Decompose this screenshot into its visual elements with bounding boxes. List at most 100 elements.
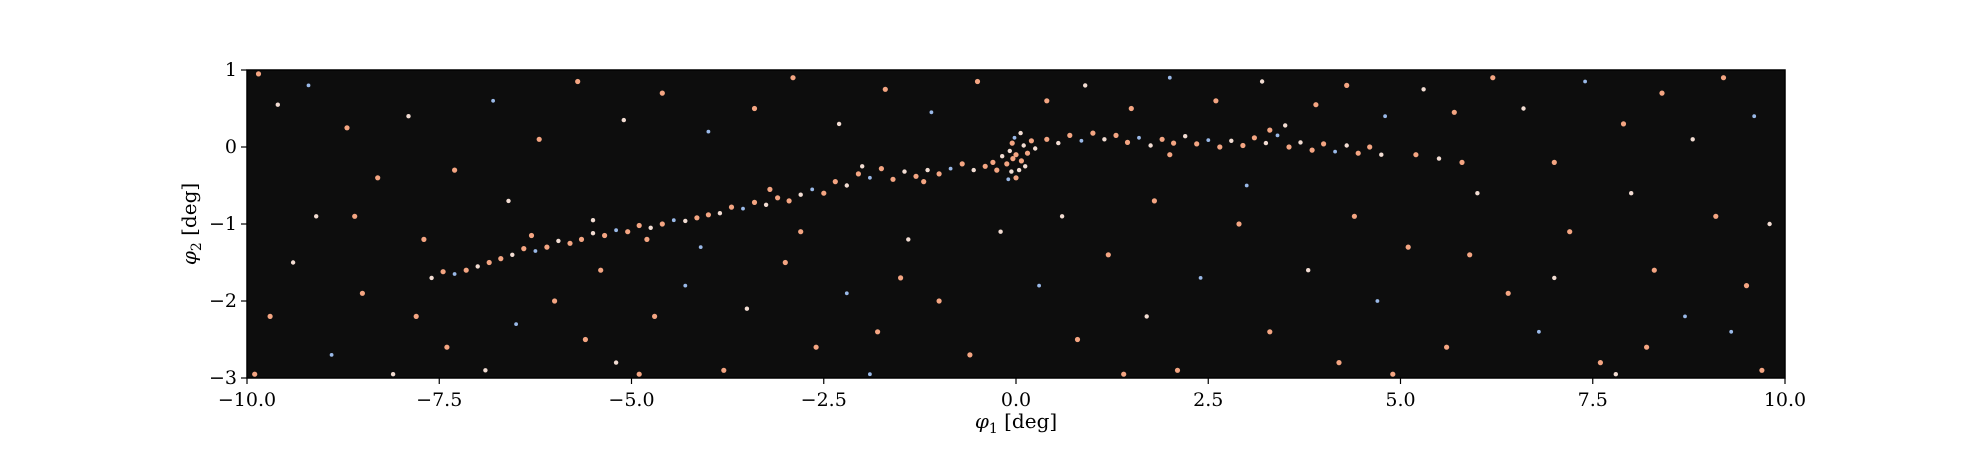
star-point xyxy=(529,233,534,238)
star-point xyxy=(1276,134,1280,138)
star-point xyxy=(1537,330,1541,334)
star-point xyxy=(1621,121,1626,126)
star-point xyxy=(1379,153,1383,157)
x-tick-label: −7.5 xyxy=(416,389,462,411)
star-point xyxy=(1260,79,1264,83)
star-point xyxy=(1006,177,1010,181)
star-point xyxy=(798,229,803,234)
y-tick-label: 0 xyxy=(225,136,237,158)
star-point xyxy=(1060,214,1064,218)
star-point xyxy=(937,298,942,303)
star-point xyxy=(767,187,772,192)
star-point xyxy=(491,99,495,103)
star-point xyxy=(1056,141,1060,145)
star-point xyxy=(252,372,257,377)
star-point xyxy=(1148,143,1152,147)
star-point xyxy=(994,168,999,173)
star-point xyxy=(837,122,841,126)
star-point xyxy=(544,245,549,250)
star-point xyxy=(1713,214,1718,219)
star-point xyxy=(860,164,864,168)
star-point xyxy=(1067,133,1072,138)
x-tick-label: 10.0 xyxy=(1764,389,1806,411)
star-point xyxy=(1644,345,1649,350)
star-point xyxy=(649,226,653,230)
star-point xyxy=(421,237,426,242)
star-point xyxy=(291,260,295,264)
star-point xyxy=(1167,152,1172,157)
star-point xyxy=(1080,139,1084,143)
star-point xyxy=(625,229,630,234)
star-point xyxy=(741,207,745,211)
star-point xyxy=(983,164,988,169)
star-point xyxy=(1721,75,1726,80)
star-point xyxy=(833,179,838,184)
star-point xyxy=(1490,75,1495,80)
star-point xyxy=(1168,76,1172,80)
star-point xyxy=(579,237,584,242)
star-point xyxy=(1017,168,1021,172)
star-point xyxy=(1264,141,1268,145)
star-point xyxy=(1729,330,1733,334)
star-point xyxy=(707,130,711,134)
star-point xyxy=(1552,276,1556,280)
star-point xyxy=(537,137,542,142)
star-point xyxy=(637,223,642,228)
star-point xyxy=(637,372,642,377)
star-point xyxy=(1614,372,1618,376)
star-point xyxy=(1298,140,1302,144)
star-point xyxy=(1437,156,1441,160)
star-point xyxy=(1406,245,1411,250)
star-point xyxy=(787,198,792,203)
star-point xyxy=(1267,128,1272,133)
star-point xyxy=(1075,337,1080,342)
star-point xyxy=(845,291,849,295)
star-point xyxy=(1213,98,1218,103)
star-point xyxy=(1217,144,1222,149)
star-point xyxy=(1506,291,1511,296)
star-point xyxy=(1659,91,1664,96)
star-point xyxy=(960,161,965,166)
star-point xyxy=(699,245,703,249)
star-point xyxy=(1459,160,1464,165)
star-point xyxy=(1691,137,1695,141)
star-point xyxy=(1552,160,1557,165)
star-point xyxy=(1321,141,1326,146)
star-point xyxy=(1421,87,1425,91)
star-point xyxy=(775,195,780,200)
star-point xyxy=(452,168,457,173)
star-point xyxy=(1010,141,1015,146)
star-point xyxy=(360,291,365,296)
star-point xyxy=(1206,138,1210,142)
star-point xyxy=(810,188,814,192)
star-point xyxy=(694,215,699,220)
star-point xyxy=(498,256,503,261)
x-tick-label: 0.0 xyxy=(1001,389,1031,411)
star-point xyxy=(476,264,480,268)
star-point xyxy=(1752,114,1756,118)
star-point xyxy=(1444,345,1449,350)
star-point xyxy=(583,337,588,342)
star-point xyxy=(930,110,934,114)
y-tick-label: 1 xyxy=(225,59,237,81)
star-point xyxy=(1759,368,1764,373)
x-tick-label: −5.0 xyxy=(608,389,654,411)
star-point xyxy=(1044,98,1049,103)
x-axis-label: φ1 [deg] xyxy=(975,409,1057,437)
star-point xyxy=(1022,143,1026,147)
star-point xyxy=(602,233,607,238)
star-point xyxy=(330,353,334,357)
star-point xyxy=(1090,131,1095,136)
star-point xyxy=(483,368,487,372)
star-point xyxy=(1152,198,1157,203)
star-point xyxy=(1310,148,1315,153)
star-point xyxy=(721,368,726,373)
star-point xyxy=(1336,360,1341,365)
star-point xyxy=(683,219,687,223)
star-point xyxy=(990,160,995,165)
star-point xyxy=(1252,135,1257,140)
star-point xyxy=(1352,214,1357,219)
star-point xyxy=(429,276,433,280)
star-point xyxy=(949,167,953,171)
star-point xyxy=(1129,106,1134,111)
